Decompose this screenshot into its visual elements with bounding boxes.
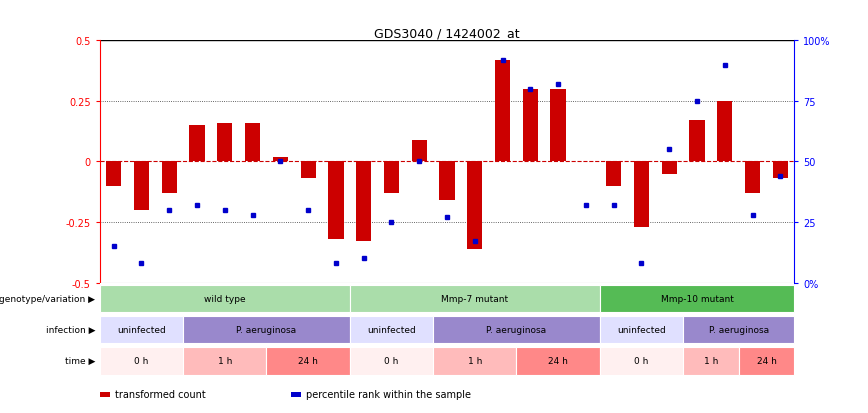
Bar	[495, 61, 510, 162]
Text: genotype/variation ▶: genotype/variation ▶	[0, 294, 95, 303]
Bar	[106, 162, 122, 186]
Text: 1 h: 1 h	[468, 356, 482, 365]
Text: 24 h: 24 h	[299, 356, 318, 365]
Bar	[356, 162, 372, 242]
Bar	[739, 347, 794, 375]
Bar	[433, 316, 600, 344]
Text: P. aeruginosa: P. aeruginosa	[236, 325, 297, 334]
Text: uninfected: uninfected	[367, 325, 416, 334]
Text: 24 h: 24 h	[549, 356, 568, 365]
Bar	[467, 162, 483, 249]
Title: GDS3040 / 1424002_at: GDS3040 / 1424002_at	[374, 27, 520, 40]
Bar	[350, 316, 433, 344]
Bar	[161, 162, 177, 194]
Bar	[523, 90, 538, 162]
Bar	[600, 316, 683, 344]
Text: percentile rank within the sample: percentile rank within the sample	[306, 389, 470, 399]
Bar	[100, 316, 183, 344]
Bar	[134, 162, 149, 211]
Bar	[300, 162, 316, 179]
Bar	[273, 157, 288, 162]
Text: transformed count: transformed count	[115, 389, 206, 399]
Bar	[100, 285, 350, 313]
Bar	[516, 347, 600, 375]
Bar	[189, 126, 205, 162]
Bar	[183, 316, 350, 344]
Bar	[661, 162, 677, 174]
Text: 0 h: 0 h	[635, 356, 648, 365]
Bar	[634, 162, 649, 227]
Bar	[600, 285, 794, 313]
Bar	[683, 347, 739, 375]
Bar	[606, 162, 621, 186]
Bar	[328, 162, 344, 240]
Text: infection ▶: infection ▶	[46, 325, 95, 334]
Text: 0 h: 0 h	[135, 356, 148, 365]
Bar	[384, 162, 399, 194]
Bar	[600, 347, 683, 375]
Bar	[266, 347, 350, 375]
Text: Mmp-10 mutant: Mmp-10 mutant	[661, 294, 733, 303]
Bar	[350, 285, 600, 313]
Bar	[411, 140, 427, 162]
Bar	[100, 347, 183, 375]
Bar	[245, 123, 260, 162]
Bar	[217, 123, 233, 162]
Text: uninfected: uninfected	[617, 325, 666, 334]
Bar	[350, 347, 433, 375]
Bar	[439, 162, 455, 201]
Bar	[183, 347, 266, 375]
Text: wild type: wild type	[204, 294, 246, 303]
Text: P. aeruginosa: P. aeruginosa	[708, 325, 769, 334]
Text: Mmp-7 mutant: Mmp-7 mutant	[441, 294, 509, 303]
Text: 0 h: 0 h	[385, 356, 398, 365]
Bar	[773, 162, 788, 179]
Text: 24 h: 24 h	[757, 356, 776, 365]
Text: 1 h: 1 h	[218, 356, 232, 365]
Bar	[745, 162, 760, 194]
Text: P. aeruginosa: P. aeruginosa	[486, 325, 547, 334]
Text: 1 h: 1 h	[704, 356, 718, 365]
Text: uninfected: uninfected	[117, 325, 166, 334]
Bar	[717, 102, 733, 162]
Bar	[689, 121, 705, 162]
Bar	[433, 347, 516, 375]
Bar	[683, 316, 794, 344]
Bar	[550, 90, 566, 162]
Text: time ▶: time ▶	[65, 356, 95, 365]
